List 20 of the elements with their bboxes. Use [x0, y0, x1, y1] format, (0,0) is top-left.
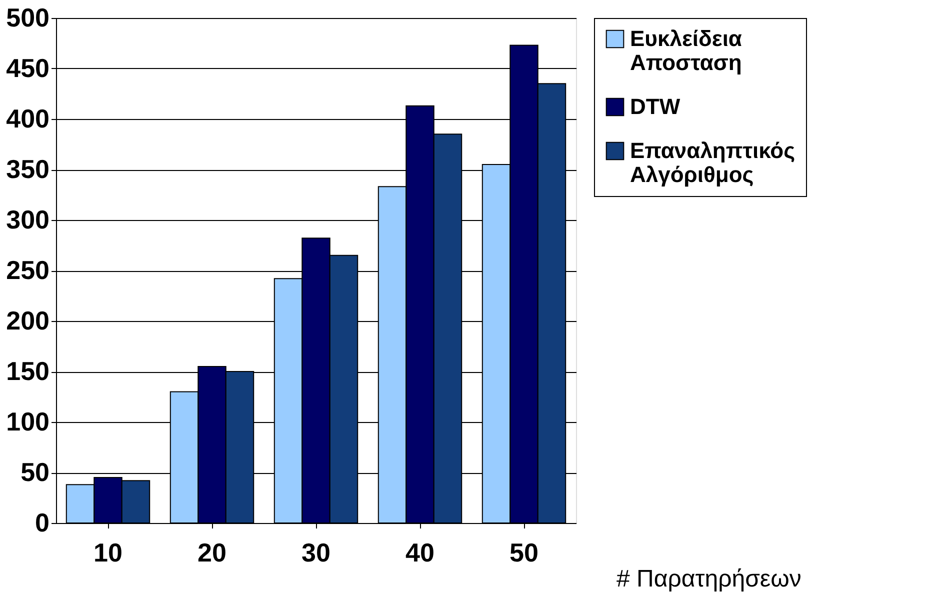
x-tick-label: 40 — [406, 538, 434, 568]
y-tick-label: 250 — [6, 255, 50, 285]
y-tick-label: 400 — [6, 104, 50, 134]
y-tick-label: 300 — [6, 204, 50, 234]
legend-label: Επαναληπτικός Αλγόριθμος — [630, 138, 796, 187]
legend-label: Ευκλείδεια Αποσταση — [630, 26, 742, 75]
y-tick-label: 500 — [6, 2, 50, 32]
x-tick-label: 20 — [198, 538, 226, 568]
x-tick-label: 50 — [510, 538, 538, 568]
x-tick-label: 30 — [302, 538, 330, 568]
y-tick-label: 0 — [35, 508, 50, 538]
y-tick-label: 350 — [6, 154, 50, 184]
y-tick-label: 100 — [6, 406, 50, 436]
y-tick-label: 450 — [6, 53, 50, 83]
y-tick-label: 50 — [20, 457, 50, 487]
x-axis-title: # Παρατηρήσεων — [616, 566, 802, 592]
legend-label: DTW — [630, 94, 680, 119]
y-tick-label: 200 — [6, 306, 50, 336]
y-tick-label: 150 — [6, 356, 50, 386]
x-tick-label: 10 — [94, 538, 122, 568]
